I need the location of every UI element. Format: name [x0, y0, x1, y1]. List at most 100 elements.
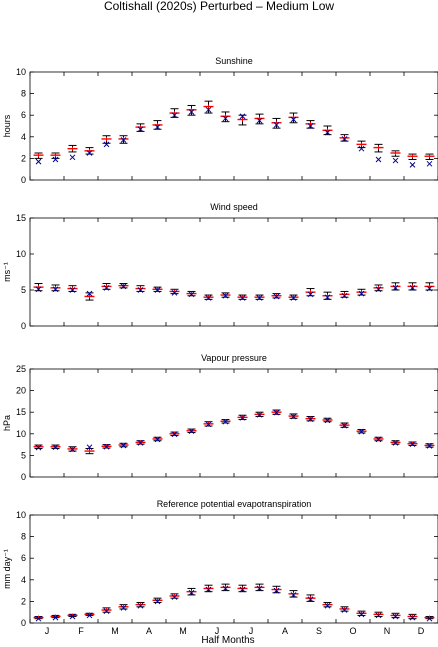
observed-marker-b	[222, 115, 229, 122]
observed-marker-b	[324, 294, 331, 301]
panel-1: Sunshine 0 2 4 6 8 10 hours	[2, 56, 438, 185]
panel-4: Reference potential evapotranspiration 0 2…	[2, 499, 438, 636]
mean-point	[305, 121, 316, 126]
observed-marker-b	[103, 608, 110, 614]
mean-point	[84, 449, 95, 454]
observed-point	[426, 615, 433, 622]
observed-point	[103, 284, 110, 291]
observed-point	[341, 607, 348, 613]
observed-point	[120, 283, 127, 290]
observed-marker-b	[188, 589, 195, 596]
observed-point	[137, 287, 144, 293]
y-tick-label: 4	[21, 132, 26, 142]
y-tick-label: 5	[21, 450, 26, 460]
y-tick-label: 0	[21, 321, 26, 331]
mean-point	[152, 122, 163, 127]
observed-marker-b	[290, 592, 297, 598]
observed-point	[103, 141, 110, 148]
observed-point	[307, 416, 314, 422]
mean-point	[271, 120, 282, 125]
observed-point	[307, 123, 314, 129]
observed-point	[35, 158, 42, 165]
observed-marker-b	[256, 411, 263, 418]
mean-point	[390, 151, 401, 155]
observed-marker-b	[35, 286, 42, 293]
y-tick-label: 6	[21, 110, 26, 120]
observed-marker-b	[375, 286, 382, 293]
observed-point	[52, 156, 59, 163]
observed-marker-b	[409, 284, 416, 291]
mean-point	[186, 107, 197, 112]
observed-point	[205, 421, 212, 428]
mean-point	[424, 284, 435, 289]
mean-point	[67, 146, 78, 151]
y-tick-label: 8	[21, 532, 26, 542]
y-axis-label: ms⁻¹	[2, 262, 12, 282]
observed-marker-b	[35, 444, 42, 451]
mean-point	[356, 142, 367, 147]
observed-point	[120, 605, 127, 611]
plot-frame	[29, 368, 438, 478]
x-tick-label: J	[249, 626, 254, 636]
observed-marker-b	[392, 157, 399, 164]
observed-point	[154, 436, 161, 443]
observed-point	[222, 418, 229, 425]
observed-marker-b	[137, 126, 144, 133]
observed-marker-b	[358, 145, 365, 152]
mean-point	[33, 285, 44, 290]
observed-point	[290, 295, 297, 301]
observed-marker-b	[409, 614, 416, 621]
observed-marker-b	[341, 292, 348, 299]
observed-marker-b	[256, 585, 263, 592]
observed-marker-b	[324, 602, 331, 609]
observed-point	[358, 611, 365, 618]
observed-marker-b	[188, 428, 195, 435]
observed-marker-b	[307, 123, 314, 129]
x-tick-label: D	[418, 626, 425, 636]
observed-marker-b	[290, 116, 297, 123]
mean-point	[84, 148, 95, 153]
mean-point	[407, 154, 418, 159]
panel-2: Wind speed 0 5 10 15 ms⁻¹	[2, 202, 438, 331]
observed-marker-b	[307, 416, 314, 422]
observed-point	[171, 431, 178, 438]
observed-marker-b	[137, 287, 144, 293]
observed-point	[86, 290, 93, 297]
plot-frame	[29, 217, 438, 327]
observed-point	[358, 290, 365, 297]
x-tick-label: M	[179, 626, 187, 636]
observed-point	[375, 286, 382, 293]
y-tick-label: 15	[16, 407, 26, 417]
mean-point	[373, 145, 384, 150]
observed-point	[426, 285, 433, 292]
panel-title: Wind speed	[210, 202, 258, 212]
observed-marker-b	[188, 291, 195, 298]
observed-marker-b	[239, 414, 246, 421]
observed-point	[154, 598, 161, 605]
y-axis-label: hours	[2, 114, 12, 137]
y-axis-label: hPa	[2, 415, 12, 431]
x-tick-label: J	[45, 626, 50, 636]
observed-marker-b	[154, 124, 161, 130]
observed-marker-b	[358, 611, 365, 618]
observed-point	[171, 112, 178, 119]
observed-marker-b	[69, 287, 76, 293]
y-tick-label: 10	[16, 249, 26, 259]
observed-point	[341, 292, 348, 299]
y-tick-label: 10	[16, 67, 26, 77]
observed-point	[324, 129, 331, 136]
observed-marker-b	[35, 158, 42, 165]
observed-marker-b	[324, 417, 331, 424]
observed-marker-b	[188, 109, 195, 115]
observed-point	[239, 586, 246, 593]
observed-marker-b	[86, 290, 93, 297]
observed-marker-b	[392, 284, 399, 291]
observed-point	[375, 436, 382, 443]
observed-marker-b	[239, 113, 246, 120]
mean-point	[254, 116, 265, 121]
observed-marker-b	[358, 428, 365, 435]
observed-point	[188, 109, 195, 115]
observed-point	[120, 442, 127, 449]
observed-marker-b	[290, 413, 297, 420]
observed-point	[69, 613, 76, 620]
